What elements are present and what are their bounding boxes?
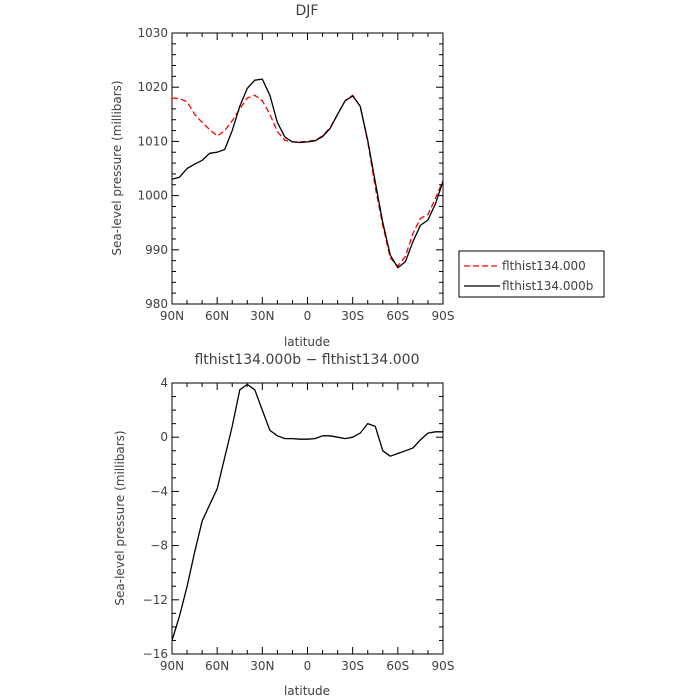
bottom-ytick-label: 4 [160, 376, 168, 390]
bottom-ticks: 90N 60N 30N 0 30S 60S 90S −16 −12 −8 −4 0 4 [143, 376, 455, 673]
bottom-ytick-label: −8 [150, 539, 168, 553]
bottom-chart: flthist134.000b − flthist134.000 90N 60N 3… [113, 352, 454, 698]
top-series-line-1 [171, 94, 444, 267]
top-ylabel: Sea-level pressure (millibars) [110, 80, 124, 255]
bottom-ytick-label: −12 [143, 593, 168, 607]
bottom-ylabel: Sea-level pressure (millibars) [113, 430, 127, 605]
bottom-xtick-label: 60S [386, 659, 409, 673]
top-ticks: 90N 60N 30N 0 30S 60S 90S 980 990 1000 1010 1020 103… [137, 26, 454, 323]
bottom-xtick-label: 90S [432, 659, 455, 673]
bottom-xtick-label: 90N [160, 659, 184, 673]
legend-label-2: flthist134.000b [502, 279, 593, 293]
top-xtick-label: 0 [304, 309, 312, 323]
legend: flthist134.000 flthist134.000b [458, 250, 605, 298]
top-xtick-label: 60S [386, 309, 409, 323]
top-chart-title: DJF [296, 3, 319, 19]
bottom-plot-frame [171, 382, 444, 655]
bottom-xtick-label: 60N [205, 659, 229, 673]
bottom-ytick-label: 0 [160, 430, 168, 444]
bottom-series-line-1 [171, 383, 443, 641]
top-ytick-label: 1020 [137, 80, 168, 94]
top-xtick-label: 90S [432, 309, 455, 323]
top-ytick-label: 1000 [137, 189, 168, 203]
top-ytick-label: 980 [145, 297, 168, 311]
legend-box [458, 250, 605, 298]
top-series-line-2 [171, 78, 444, 269]
bottom-ytick-label: −16 [143, 647, 168, 661]
bottom-xtick-label: 30S [341, 659, 364, 673]
bottom-xlabel: latitude [284, 684, 330, 698]
top-ytick-label: 990 [145, 243, 168, 257]
bottom-xtick-label: 30N [250, 659, 274, 673]
top-chart: DJF 90N 60N 30N 0 30S 60S 90S 980 990 1000 1010 102… [110, 3, 605, 349]
top-xlabel: latitude [284, 335, 330, 349]
bottom-xtick-label: 0 [304, 659, 312, 673]
top-series [171, 78, 444, 269]
bottom-series [171, 383, 443, 641]
top-xtick-label: 30S [341, 309, 364, 323]
top-xtick-label: 60N [205, 309, 229, 323]
top-xtick-label: 90N [160, 309, 184, 323]
bottom-ytick-label: −4 [150, 484, 168, 498]
bottom-chart-title: flthist134.000b − flthist134.000 [194, 352, 419, 368]
top-xtick-label: 30N [250, 309, 274, 323]
top-ytick-label: 1010 [137, 134, 168, 148]
top-ytick-label: 1030 [137, 26, 168, 40]
legend-label-1: flthist134.000 [502, 259, 586, 273]
